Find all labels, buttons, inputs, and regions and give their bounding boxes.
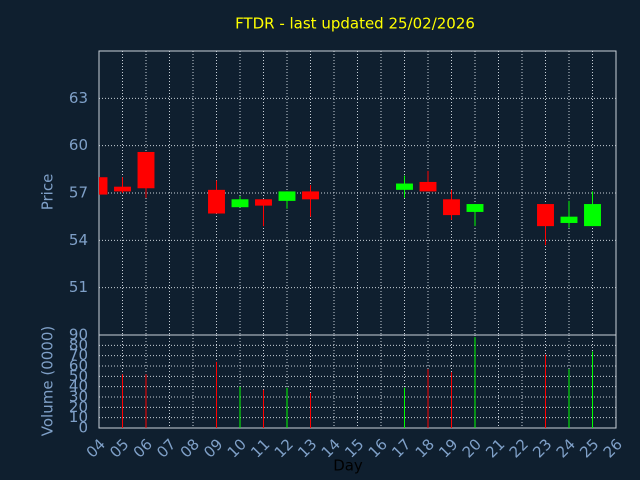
candle-body bbox=[231, 199, 249, 208]
y-tick-label: 60 bbox=[69, 136, 88, 154]
candle-body bbox=[208, 189, 225, 214]
candle-body bbox=[99, 177, 108, 195]
chart-title: FTDR - last updated 25/02/2026 bbox=[235, 15, 475, 33]
candle-body bbox=[302, 191, 319, 200]
candle-body bbox=[114, 186, 131, 192]
volume-tick-label: 90 bbox=[69, 326, 88, 344]
candle-body bbox=[396, 183, 413, 190]
y-tick-label: 51 bbox=[69, 278, 88, 296]
x-axis-label: Day bbox=[333, 457, 363, 475]
volume-tick-label: 50 bbox=[69, 367, 88, 385]
candle-body bbox=[537, 204, 554, 227]
volume-tick-label: 80 bbox=[69, 336, 88, 354]
volume-tick-label: 20 bbox=[69, 398, 88, 416]
volume-axis-label: Volume (0000) bbox=[39, 326, 57, 436]
candle-body bbox=[137, 151, 155, 189]
candle-body bbox=[466, 204, 484, 212]
volume-tick-label: 70 bbox=[69, 346, 88, 364]
volume-tick-label: 10 bbox=[69, 408, 88, 426]
candle-body bbox=[560, 216, 578, 223]
candle-body bbox=[584, 204, 601, 227]
candle-body bbox=[255, 199, 272, 206]
y-axis-label: Price bbox=[39, 174, 57, 211]
candle-body bbox=[419, 181, 437, 192]
candle-body bbox=[278, 191, 296, 201]
volume-tick-label: 30 bbox=[69, 388, 88, 406]
volume-tick-label: 60 bbox=[69, 357, 88, 375]
y-tick-label: 63 bbox=[69, 89, 88, 107]
y-tick-label: 54 bbox=[69, 231, 88, 249]
volume-tick-label: 0 bbox=[78, 419, 88, 437]
y-tick-label: 57 bbox=[69, 184, 88, 202]
volume-tick-label: 40 bbox=[69, 377, 88, 395]
candle-body bbox=[443, 199, 460, 216]
